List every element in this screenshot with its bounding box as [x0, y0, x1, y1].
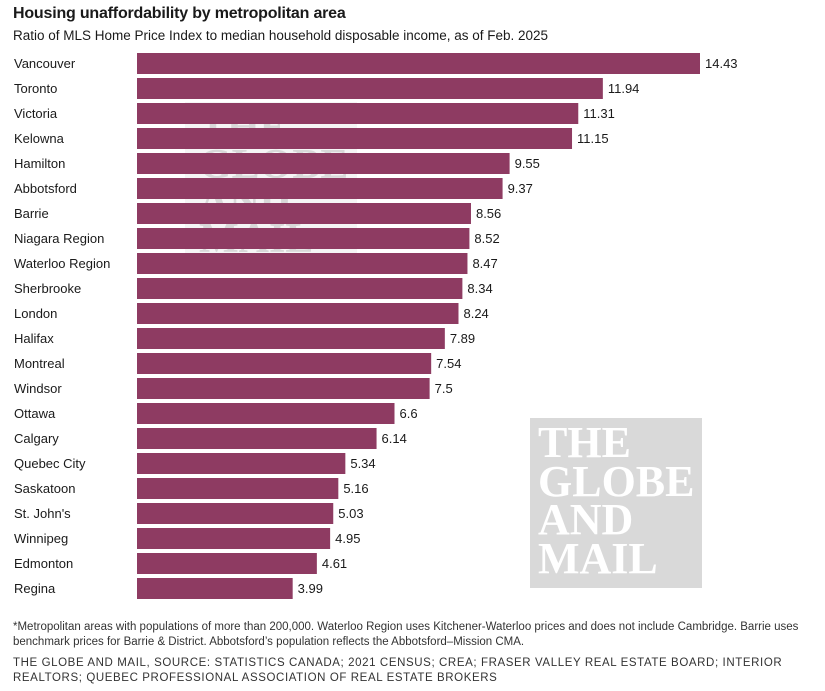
category-label: St. John's — [14, 506, 71, 521]
value-label: 14.43 — [705, 56, 738, 71]
category-label: Windsor — [14, 381, 62, 396]
chart-title: Housing unaffordability by metropolitan … — [13, 5, 346, 22]
source-credit: THE GLOBE AND MAIL, SOURCE: STATISTICS C… — [13, 657, 783, 684]
category-label: Victoria — [14, 106, 58, 121]
value-label: 3.99 — [298, 581, 323, 596]
watermark-logo-large: THE GLOBE AND MAIL — [530, 418, 702, 588]
bar — [137, 203, 471, 224]
category-label: Vancouver — [14, 56, 76, 71]
bar — [137, 503, 334, 524]
category-label: Saskatoon — [14, 481, 75, 496]
bar — [137, 53, 700, 74]
category-label: Quebec City — [14, 456, 86, 471]
category-label: Regina — [14, 581, 56, 596]
bar — [137, 553, 317, 574]
bar — [137, 228, 470, 249]
bar — [137, 303, 459, 324]
category-label: Halifax — [14, 331, 54, 346]
bar — [137, 178, 503, 199]
bar — [137, 253, 468, 274]
bar — [137, 453, 346, 474]
value-label: 5.34 — [350, 456, 375, 471]
value-label: 9.37 — [508, 181, 533, 196]
bar — [137, 128, 573, 149]
value-label: 11.31 — [583, 106, 615, 121]
category-label: Barrie — [14, 206, 49, 221]
value-label: 8.52 — [474, 231, 499, 246]
category-label: Montreal — [14, 356, 65, 371]
category-label: Sherbrooke — [14, 281, 81, 296]
value-label: 7.5 — [435, 381, 453, 396]
bar — [137, 353, 432, 374]
category-label: Calgary — [14, 431, 59, 446]
category-label: Edmonton — [14, 556, 73, 571]
bar — [137, 378, 430, 399]
value-label: 6.6 — [400, 406, 418, 421]
chart-subtitle: Ratio of MLS Home Price Index to median … — [13, 28, 549, 43]
bar-chart: Vancouver 14.43 Toronto 11.94 Victoria 11.31 K… — [14, 53, 738, 599]
bar — [137, 103, 579, 124]
value-label: 11.94 — [608, 81, 640, 96]
category-label: Hamilton — [14, 156, 65, 171]
category-label: Winnipeg — [14, 531, 68, 546]
value-label: 4.95 — [335, 531, 360, 546]
bar — [137, 328, 445, 349]
value-label: 9.55 — [515, 156, 540, 171]
category-label: Waterloo Region — [14, 256, 110, 271]
bar — [137, 528, 331, 549]
category-label: Ottawa — [14, 406, 56, 421]
value-label: 8.56 — [476, 206, 501, 221]
bar — [137, 278, 463, 299]
category-label: Kelowna — [14, 131, 65, 146]
category-label: Niagara Region — [14, 231, 104, 246]
value-label: 5.03 — [338, 506, 363, 521]
category-label: London — [14, 306, 57, 321]
bar — [137, 478, 339, 499]
bar — [137, 78, 603, 99]
value-label: 8.47 — [472, 256, 497, 271]
value-label: 11.15 — [577, 131, 609, 146]
value-label: 5.16 — [343, 481, 368, 496]
value-label: 7.89 — [450, 331, 475, 346]
bar — [137, 403, 395, 424]
category-label: Toronto — [14, 81, 57, 96]
category-label: Abbotsford — [14, 181, 77, 196]
bar — [137, 578, 293, 599]
value-label: 7.54 — [436, 356, 461, 371]
bar — [137, 428, 377, 449]
footnote: *Metropolitan areas with populations of … — [13, 621, 799, 648]
value-label: 8.24 — [463, 306, 488, 321]
value-label: 8.34 — [467, 281, 492, 296]
value-label: 6.14 — [382, 431, 407, 446]
value-label: 4.61 — [322, 556, 347, 571]
bar — [137, 153, 510, 174]
